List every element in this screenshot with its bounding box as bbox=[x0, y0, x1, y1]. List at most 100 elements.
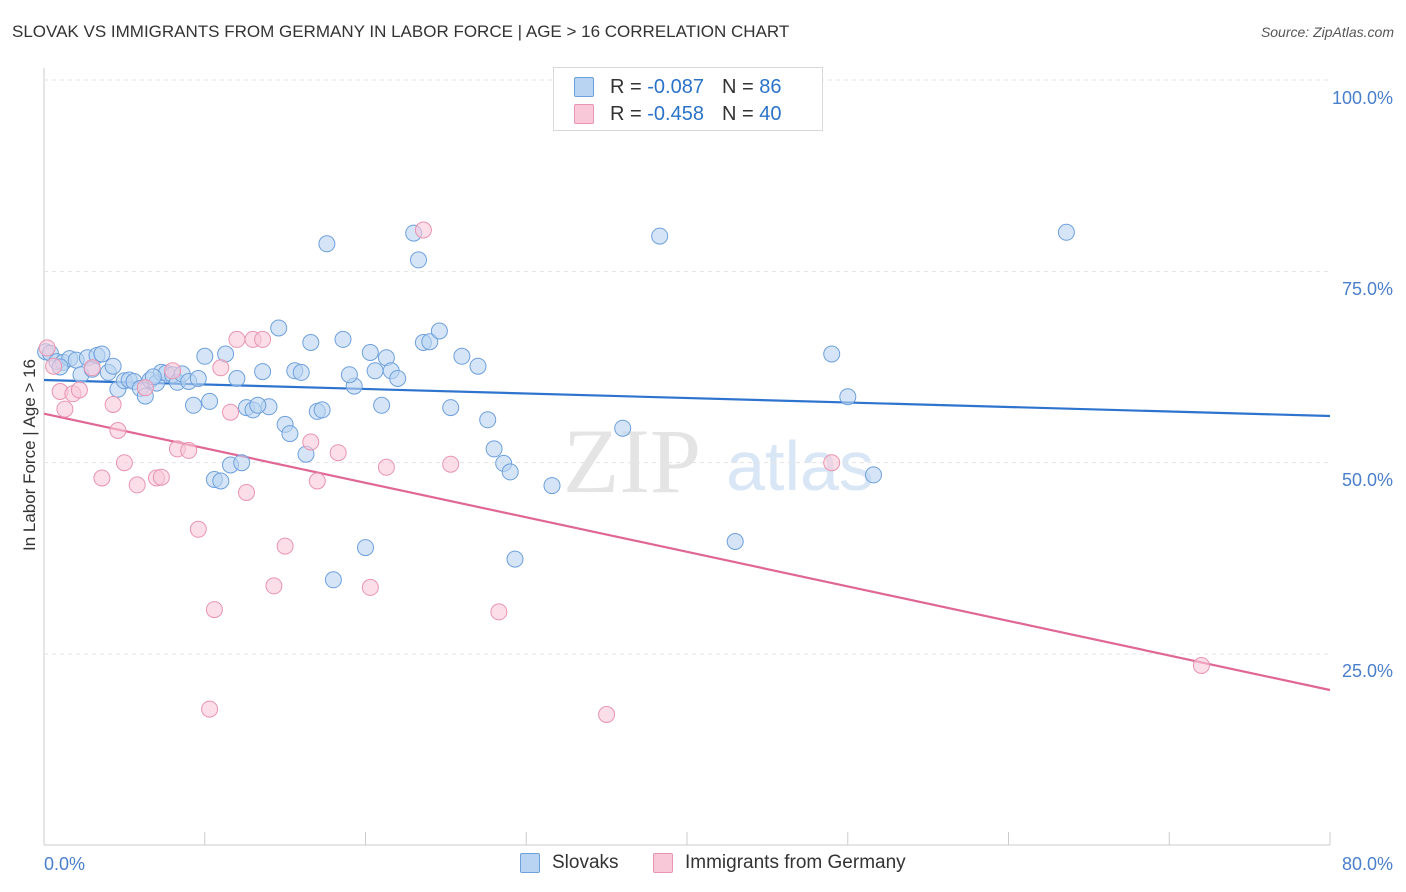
slovaks-point-27 bbox=[185, 396, 202, 414]
slovaks-point-70 bbox=[485, 440, 503, 458]
y-tick-label-75: 75.0% bbox=[1342, 279, 1393, 299]
slovaks-point-55 bbox=[361, 344, 379, 361]
bottom-swatch-slovaks bbox=[520, 853, 540, 873]
legend-n-value: 86 bbox=[759, 75, 782, 98]
germany-point-21 bbox=[212, 359, 230, 377]
germany-point-23 bbox=[228, 330, 246, 348]
slovaks-point-80 bbox=[865, 466, 882, 484]
germany-point-26 bbox=[254, 330, 272, 348]
germany-point-5 bbox=[70, 381, 88, 399]
slovaks-point-64 bbox=[421, 333, 439, 351]
legend-row-slovaks: R = -0.087 N = 86 bbox=[574, 75, 781, 99]
x-tick-label-max: 80.0% bbox=[1342, 854, 1393, 874]
slovaks-point-51 bbox=[324, 571, 342, 589]
slovaks-point-81 bbox=[1057, 223, 1075, 241]
slovaks-point-35 bbox=[228, 370, 246, 387]
slovaks-trend-line bbox=[43, 378, 1331, 418]
slovaks-point-73 bbox=[506, 550, 524, 568]
slovaks-point-50 bbox=[318, 235, 336, 253]
germany-point-30 bbox=[308, 472, 326, 490]
slovaks-point-32 bbox=[212, 472, 230, 490]
slovaks-point-75 bbox=[614, 419, 632, 437]
legend-r-label: R = bbox=[610, 102, 648, 125]
germany-point-37 bbox=[598, 706, 616, 723]
slovaks-point-84 bbox=[249, 396, 267, 414]
slovaks-point-49 bbox=[313, 401, 331, 419]
germany-point-8 bbox=[104, 396, 122, 413]
bottom-legend-label-germany: Immigrants from Germany bbox=[685, 852, 906, 873]
slovaks-point-57 bbox=[373, 396, 391, 414]
germany-point-0 bbox=[38, 339, 56, 357]
x-tick-label-min: 0.0% bbox=[44, 854, 85, 874]
germany-point-12 bbox=[136, 379, 154, 397]
slovaks-point-76 bbox=[651, 227, 669, 245]
slovaks-point-30 bbox=[201, 392, 219, 410]
x-ticks bbox=[43, 832, 1331, 845]
bottom-legend-germany: Immigrants from Germany bbox=[653, 852, 906, 874]
slovaks-point-67 bbox=[453, 347, 471, 365]
germany-point-18 bbox=[189, 520, 207, 538]
data-points bbox=[37, 221, 1210, 723]
gridlines bbox=[44, 79, 1330, 655]
bottom-swatch-germany bbox=[653, 853, 673, 873]
slovaks-point-85 bbox=[340, 366, 358, 384]
germany-trend-line bbox=[43, 412, 1331, 692]
germany-point-28 bbox=[276, 537, 294, 555]
slovaks-point-39 bbox=[254, 363, 272, 381]
legend-n-value: 40 bbox=[759, 102, 782, 125]
germany-point-3 bbox=[56, 400, 74, 418]
slovaks-point-74 bbox=[543, 477, 561, 495]
germany-point-31 bbox=[329, 444, 347, 462]
germany-point-22 bbox=[222, 403, 239, 421]
legend-r-value: -0.458 bbox=[647, 102, 704, 125]
legend-swatch-slovaks bbox=[574, 77, 594, 97]
bottom-legend-slovaks: Slovaks bbox=[520, 852, 619, 874]
slovaks-point-41 bbox=[270, 319, 288, 337]
slovaks-point-68 bbox=[469, 357, 487, 375]
germany-point-9 bbox=[109, 422, 127, 439]
legend-r-value: -0.087 bbox=[647, 75, 704, 98]
legend-r-label: R = bbox=[610, 75, 648, 98]
germany-point-14 bbox=[152, 468, 170, 486]
bottom-legend-label-slovaks: Slovaks bbox=[552, 852, 619, 873]
germany-point-1 bbox=[45, 357, 63, 375]
y-tick-label-25: 25.0% bbox=[1342, 661, 1393, 681]
slovaks-point-10 bbox=[93, 345, 111, 363]
slovaks-point-62 bbox=[410, 251, 427, 269]
germany-point-32 bbox=[361, 578, 379, 596]
legend-swatch-germany bbox=[574, 104, 594, 124]
legend-n-label: N = bbox=[721, 102, 760, 125]
germany-point-10 bbox=[115, 454, 133, 472]
germany-point-15 bbox=[164, 362, 182, 380]
y-tick-label-100: 100.0% bbox=[1332, 88, 1393, 108]
slovaks-point-78 bbox=[823, 345, 841, 363]
slovaks-point-69 bbox=[479, 411, 497, 429]
slovaks-point-66 bbox=[442, 399, 460, 417]
slovaks-point-36 bbox=[233, 454, 251, 472]
germany-point-20 bbox=[205, 601, 223, 619]
germany-point-33 bbox=[377, 458, 395, 476]
slovaks-point-12 bbox=[104, 357, 122, 375]
germany-point-7 bbox=[93, 469, 111, 487]
slovaks-point-72 bbox=[501, 463, 519, 481]
germany-point-6 bbox=[83, 359, 101, 377]
stats-legend: R = -0.087 N = 86 R = -0.458 N = 40 bbox=[553, 67, 823, 131]
slovaks-point-45 bbox=[292, 363, 310, 381]
germany-point-34 bbox=[414, 221, 432, 239]
slovaks-point-56 bbox=[366, 362, 384, 380]
watermark-zip: ZIP bbox=[563, 410, 701, 512]
slovaks-point-52 bbox=[334, 330, 352, 348]
trend-lines bbox=[43, 378, 1331, 692]
y-tick-label-50: 50.0% bbox=[1342, 470, 1393, 490]
slovaks-point-28 bbox=[189, 370, 207, 387]
germany-point-24 bbox=[238, 484, 255, 501]
slovaks-point-77 bbox=[726, 533, 744, 550]
slovaks-point-29 bbox=[196, 347, 214, 365]
germany-point-38 bbox=[823, 454, 841, 472]
slovaks-point-79 bbox=[839, 388, 857, 406]
legend-n-label: N = bbox=[721, 75, 760, 98]
slovaks-point-54 bbox=[357, 539, 374, 557]
slovaks-point-60 bbox=[389, 370, 407, 387]
source-label: Source: ZipAtlas.com bbox=[1260, 24, 1394, 40]
